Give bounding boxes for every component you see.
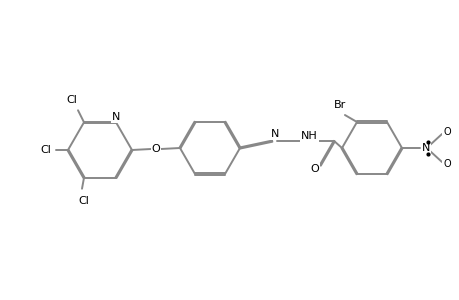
Text: Cl: Cl <box>67 95 77 105</box>
Text: Cl: Cl <box>78 196 89 206</box>
Text: Cl: Cl <box>40 145 51 155</box>
Text: O: O <box>442 127 450 137</box>
Text: O: O <box>151 144 160 154</box>
Text: NH: NH <box>300 131 317 141</box>
Text: N: N <box>270 129 279 139</box>
Text: O: O <box>309 164 318 174</box>
Text: Br: Br <box>333 100 345 110</box>
Text: O: O <box>442 159 450 169</box>
Text: N: N <box>112 112 120 122</box>
Text: N: N <box>421 143 429 153</box>
